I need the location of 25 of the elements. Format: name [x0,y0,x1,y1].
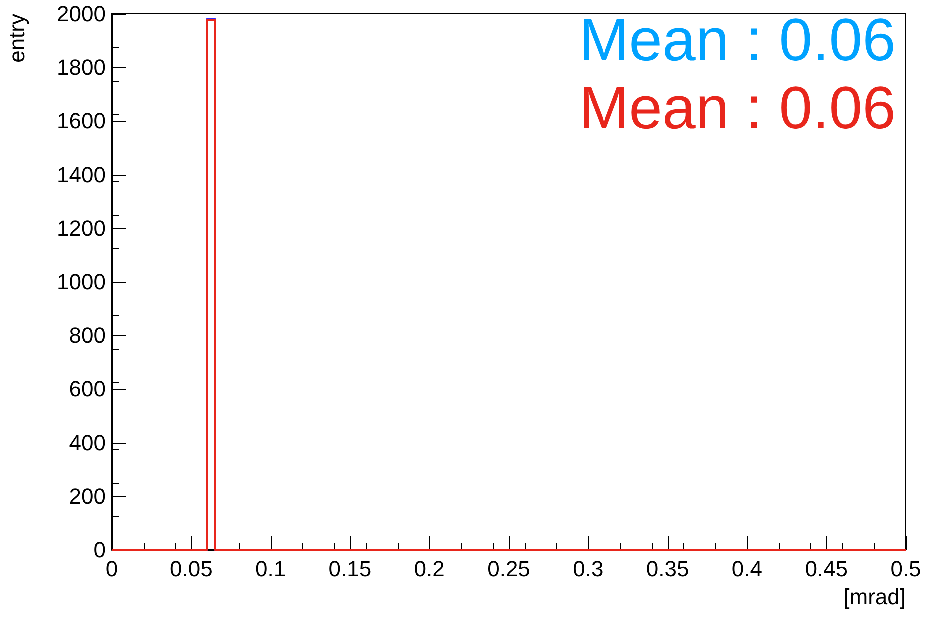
x-tick-label: 0.5 [890,556,922,582]
y-tick-label: 1200 [57,216,106,241]
y-tick-label: 1400 [57,162,106,188]
y-tick-label: 1600 [57,108,106,134]
y-tick-label: 0 [94,538,106,562]
x-tick-label: 0.4 [732,556,762,582]
x-tick-label: 0.15 [328,556,372,582]
x-tick-label: 0.05 [170,556,213,582]
x-tick-label: 0.25 [488,556,530,582]
annotation: Mean : 0.06 [579,74,896,142]
x-tick-label: 0.3 [573,556,604,582]
y-tick-label: 2000 [57,2,106,26]
y-tick-label: 400 [69,430,106,456]
x-tick-label: 0.45 [805,556,848,582]
x-axis-title: [mrad] [844,584,906,610]
y-tick-label: 800 [69,323,106,348]
y-tick-label: 1800 [57,55,106,80]
y-tick-label: 1000 [57,270,106,294]
x-tick-label: 0.35 [646,556,690,582]
y-axis-title: entry [4,14,30,63]
annotation: Mean : 0.06 [579,6,896,74]
y-tick-label: 600 [69,376,106,402]
x-tick-label: 0.1 [256,556,286,582]
y-tick-label: 200 [69,484,106,509]
x-tick-label: 0.2 [414,556,445,582]
